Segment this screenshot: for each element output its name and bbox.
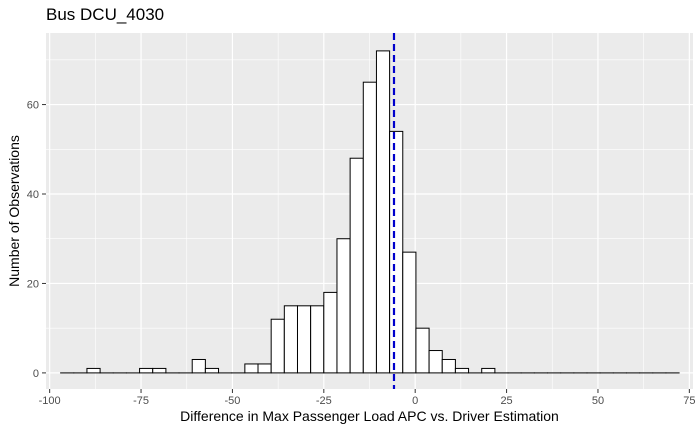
x-tick-label: 75 [683, 395, 695, 407]
histogram-bar [296, 305, 312, 374]
x-axis: -100 -75 -50 -25 0 25 50 75 [39, 389, 695, 407]
chart-title: Bus DCU_4030 [46, 5, 165, 24]
histogram-bar [415, 327, 430, 374]
y-axis-title: Number of Observations [6, 135, 22, 287]
histogram-bar [349, 157, 364, 374]
histogram-bar [454, 367, 470, 374]
histogram-bar [362, 81, 377, 374]
histogram-bar [375, 50, 391, 374]
histogram-bar [257, 363, 272, 374]
x-tick-label: 25 [500, 395, 512, 407]
histogram-bar [336, 238, 351, 374]
x-tick-label: -100 [39, 395, 61, 407]
histogram-bar [204, 367, 220, 374]
histogram-bar [402, 251, 417, 374]
histogram-bar [152, 367, 167, 374]
x-tick-label: -50 [224, 395, 240, 407]
histogram-bar [389, 130, 404, 374]
histogram-bar [86, 367, 101, 374]
histogram-bar [139, 367, 154, 374]
histogram-bar [323, 291, 338, 374]
histogram-bar [283, 305, 298, 374]
y-tick-label: 20 [27, 278, 39, 290]
histogram-bar [310, 305, 325, 374]
histogram-bar [428, 350, 443, 374]
histogram-bar [191, 358, 206, 374]
histogram-bar [244, 363, 259, 374]
y-axis: 0 20 40 60 [27, 100, 46, 380]
x-tick-label: -25 [316, 395, 332, 407]
y-tick-label: 60 [27, 100, 39, 112]
y-tick-label: 0 [33, 368, 39, 380]
x-tick-label: -75 [133, 395, 149, 407]
x-axis-title: Difference in Max Passenger Load APC vs.… [180, 408, 559, 424]
histogram-bar [441, 358, 456, 374]
x-tick-label: 50 [592, 395, 604, 407]
histogram-bar [270, 318, 285, 374]
x-tick-label: 0 [412, 395, 418, 407]
histogram-bar [481, 367, 496, 374]
y-tick-label: 40 [27, 189, 39, 201]
